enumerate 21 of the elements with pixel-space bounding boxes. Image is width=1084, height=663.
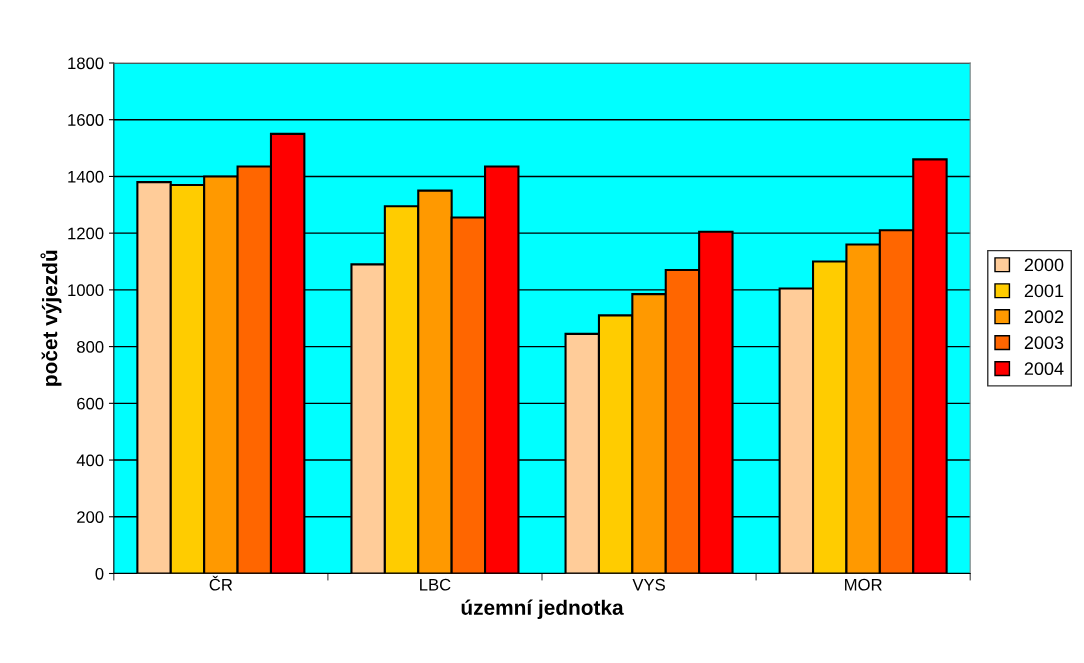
legend-label: 2000 [1024,258,1064,272]
y-tick-label: 200 [77,511,104,523]
y-tick-label: 1000 [68,284,104,297]
y-tick-label: 800 [77,341,104,353]
y-tick-label: 1400 [68,170,104,183]
y-tick-label: 1200 [68,227,104,240]
y-tick-label: 600 [77,397,104,410]
x-tick-label: ČR [209,575,233,591]
y-tick-label: 1800 [68,57,104,70]
legend-label: 2001 [1024,284,1064,298]
x-tick-label: VYS [632,578,665,591]
x-tick-label: LBC [420,578,451,591]
y-axis-title: počet výjezdů [40,250,62,386]
legend-label: 2002 [1024,310,1064,324]
legend-label: 2004 [1024,362,1064,376]
y-tick-label: 1600 [68,114,104,126]
y-tick-label: 0 [95,567,104,580]
y-tick-label: 400 [76,454,104,467]
x-tick-label: MOR [845,578,882,591]
legend-label: 2003 [1024,336,1064,350]
x-axis-title: územní jednotka [461,599,624,620]
